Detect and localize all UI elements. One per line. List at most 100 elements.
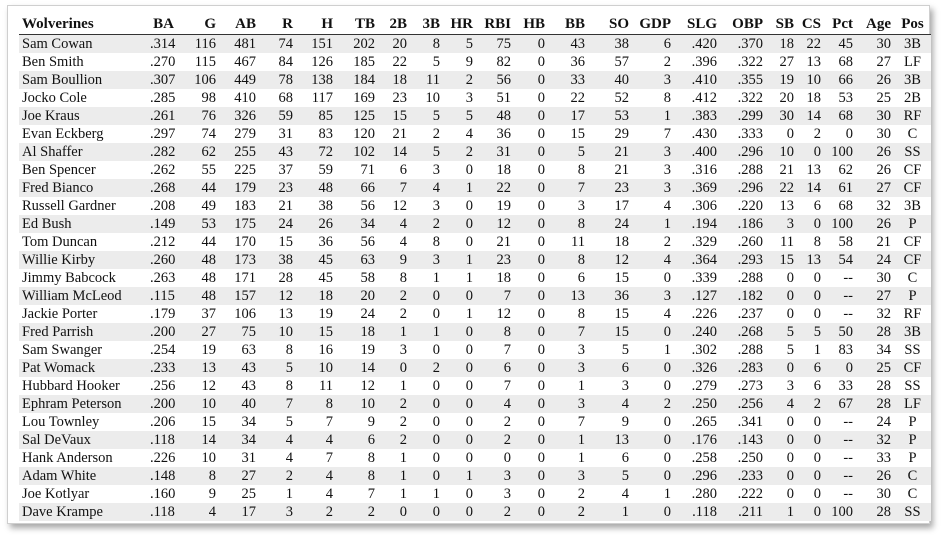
stat-cell-tb: 125 — [336, 107, 378, 125]
stat-cell-r: 31 — [259, 125, 296, 143]
stat-cell-pct: 45 — [824, 34, 856, 53]
stat-cell-so: 57 — [588, 53, 632, 71]
stat-cell-cs: 6 — [797, 197, 824, 215]
stat-cell-age: 32 — [856, 431, 894, 449]
player-name-cell: Hubbard Hooker — [19, 377, 147, 395]
stat-cell-pos: SS — [894, 503, 931, 521]
table-row: Pat Womack .233 13 43 5 10 14 0 2 0 6 0 3 6 0.326.283 0… — [19, 359, 931, 377]
stat-cell-g: 115 — [177, 53, 219, 71]
stat-cell-so: 4 — [588, 485, 632, 503]
stat-cell-so: 53 — [588, 107, 632, 125]
stat-cell-pct: 62 — [824, 161, 856, 179]
stat-cell-gdp: 4 — [632, 251, 674, 269]
stat-cell-cs: 0 — [797, 467, 824, 485]
column-header-gdp: GDP — [632, 14, 674, 35]
stat-cell-hb: 0 — [514, 269, 548, 287]
stat-cell-gdp: 6 — [632, 34, 674, 53]
stat-cell-so: 36 — [588, 287, 632, 305]
stat-cell-hr: 0 — [443, 395, 476, 413]
stat-cell-slg: .369 — [674, 179, 720, 197]
stat-cell-slg: .250 — [674, 395, 720, 413]
stat-cell-obp: .296 — [720, 143, 766, 161]
stat-cell-cs: 14 — [797, 107, 824, 125]
column-header-hr: HR — [443, 14, 476, 35]
stat-cell-slg: .265 — [674, 413, 720, 431]
stat-cell-3b: 5 — [410, 143, 443, 161]
stat-cell-pct: -- — [824, 485, 856, 503]
stat-cell-slg: .226 — [674, 305, 720, 323]
batting-stats-table: Wolverines BA G AB R H TB 2B 3B HR RBI HB BB SO GDP SLG… — [19, 14, 931, 521]
player-name-cell: Jimmy Babcock — [19, 269, 147, 287]
stat-cell-slg: .306 — [674, 197, 720, 215]
stat-cell-age: 26 — [856, 143, 894, 161]
stat-cell-bb: 17 — [548, 107, 588, 125]
stat-cell-2b: 14 — [378, 143, 410, 161]
stat-cell-r: 21 — [259, 197, 296, 215]
stat-cell-ab: 31 — [219, 449, 259, 467]
stat-cell-g: 37 — [177, 305, 219, 323]
player-name-cell: Dave Krampe — [19, 503, 147, 521]
stat-cell-3b: 5 — [410, 107, 443, 125]
stat-cell-hr: 0 — [443, 215, 476, 233]
stat-cell-2b: 2 — [378, 287, 410, 305]
stat-cell-tb: 34 — [336, 215, 378, 233]
stat-cell-h: 2 — [296, 503, 336, 521]
player-name-cell: Pat Womack — [19, 359, 147, 377]
stat-cell-2b: 21 — [378, 125, 410, 143]
stat-cell-2b: 4 — [378, 215, 410, 233]
stat-cell-ba: .307 — [147, 71, 177, 89]
stat-cell-cs: 0 — [797, 215, 824, 233]
stat-cell-3b: 10 — [410, 89, 443, 107]
stat-cell-3b: 1 — [410, 323, 443, 341]
stat-cell-h: 45 — [296, 251, 336, 269]
stat-cell-bb: 3 — [548, 467, 588, 485]
stat-cell-obp: .370 — [720, 34, 766, 53]
stat-cell-obp: .143 — [720, 431, 766, 449]
table-row: Fred Bianco .268 44 179 23 48 66 7 4 1 22 0 7 23 3.369… — [19, 179, 931, 197]
stat-cell-slg: .194 — [674, 215, 720, 233]
stat-cell-hb: 0 — [514, 359, 548, 377]
stat-cell-ab: 106 — [219, 305, 259, 323]
stat-cell-so: 52 — [588, 89, 632, 107]
stat-cell-pct: 68 — [824, 107, 856, 125]
stat-cell-ab: 175 — [219, 215, 259, 233]
player-name-cell: Joe Kotlyar — [19, 485, 147, 503]
stat-cell-slg: .316 — [674, 161, 720, 179]
stat-cell-sb: 21 — [766, 161, 797, 179]
stat-cell-slg: .176 — [674, 431, 720, 449]
stat-cell-sb: 22 — [766, 179, 797, 197]
stat-cell-sb: 5 — [766, 341, 797, 359]
stat-cell-so: 1 — [588, 503, 632, 521]
stat-cell-r: 13 — [259, 305, 296, 323]
stat-cell-pct: 100 — [824, 143, 856, 161]
stat-cell-g: 15 — [177, 413, 219, 431]
column-header-pct: Pct — [824, 14, 856, 35]
table-row: Tom Duncan .212 44 170 15 36 56 4 8 0 21 0 11 18 2.329… — [19, 233, 931, 251]
stat-cell-age: 25 — [856, 359, 894, 377]
stat-cell-hb: 0 — [514, 431, 548, 449]
stat-cell-pos: CF — [894, 359, 931, 377]
stat-cell-2b: 1 — [378, 485, 410, 503]
stat-cell-pct: -- — [824, 467, 856, 485]
stat-cell-h: 11 — [296, 377, 336, 395]
stat-cell-g: 48 — [177, 251, 219, 269]
stat-cell-tb: 56 — [336, 197, 378, 215]
stat-cell-h: 117 — [296, 89, 336, 107]
table-row: Jackie Porter .179 37 106 13 19 24 2 0 1 12 0 8 15 4.2… — [19, 305, 931, 323]
player-name-cell: William McLeod — [19, 287, 147, 305]
stat-cell-2b: 18 — [378, 71, 410, 89]
stat-cell-sb: 15 — [766, 251, 797, 269]
stat-cell-tb: 120 — [336, 125, 378, 143]
table-body: Sam Cowan .314 116 481 74 151 202 20 8 5 75 0 43 38 6.… — [19, 34, 931, 521]
table-row: Sal DeVaux .118 14 34 4 4 6 2 0 0 2 0 1 13 0.176.143 0 0… — [19, 431, 931, 449]
stat-cell-tb: 58 — [336, 269, 378, 287]
stat-cell-tb: 63 — [336, 251, 378, 269]
stat-cell-ba: .200 — [147, 395, 177, 413]
stat-cell-obp: .211 — [720, 503, 766, 521]
stat-cell-ab: 183 — [219, 197, 259, 215]
stat-cell-cs: 0 — [797, 431, 824, 449]
stat-cell-hb: 0 — [514, 143, 548, 161]
stat-cell-pos: C — [894, 485, 931, 503]
stat-cell-obp: .288 — [720, 341, 766, 359]
stat-cell-cs: 22 — [797, 34, 824, 53]
